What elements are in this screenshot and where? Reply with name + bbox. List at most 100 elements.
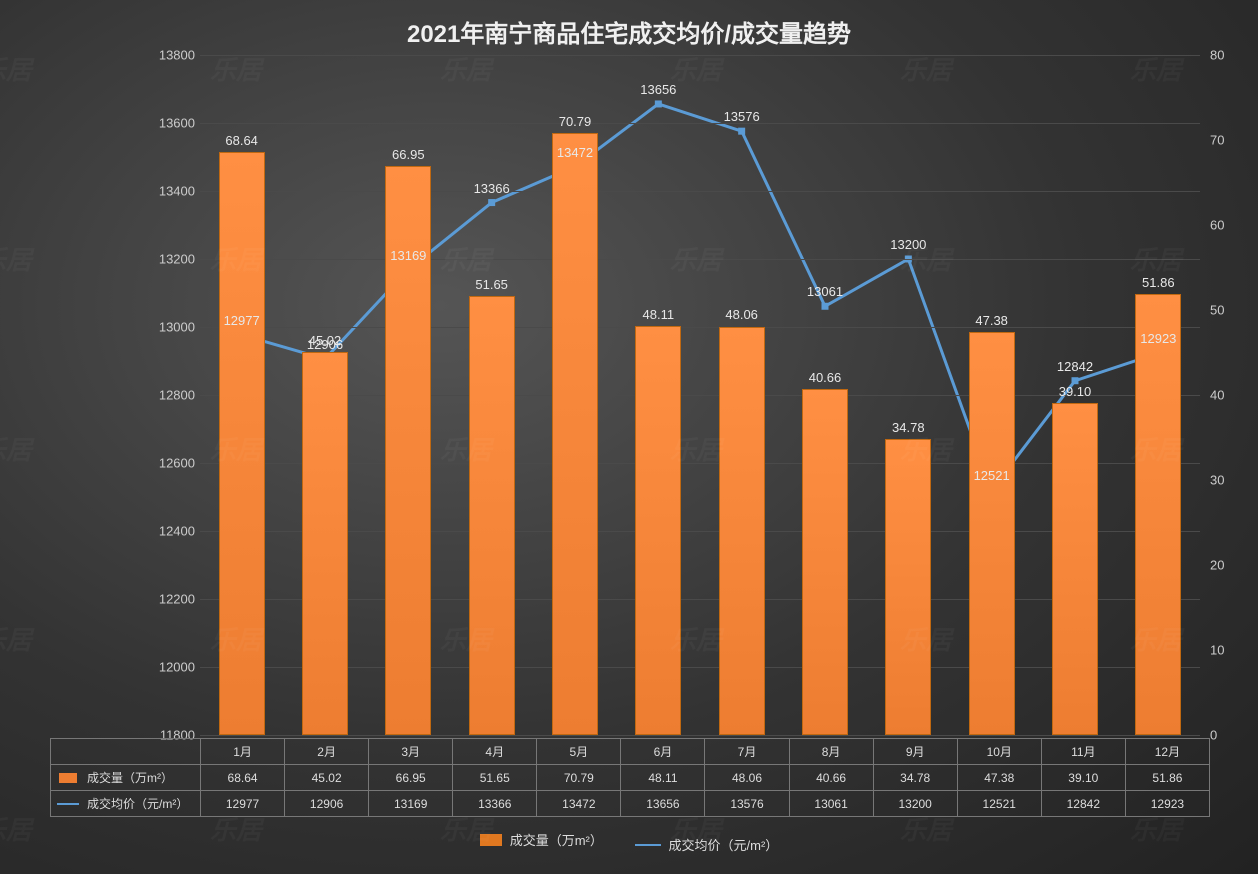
table-cell: 45.02 [285,765,369,791]
table-cell: 12521 [957,791,1041,817]
bar [552,133,598,735]
bar-value-label: 48.06 [725,307,758,322]
y-tick-left: 13000 [145,320,195,335]
table-cell: 39.10 [1041,765,1125,791]
legend-item-line: 成交均价（元/m²） [635,835,779,854]
y-tick-right: 0 [1210,728,1240,743]
y-tick-right: 40 [1210,388,1240,403]
gridline [200,667,1200,668]
table-col-header: 7月 [705,739,789,765]
line-marker [655,100,662,107]
legend-swatch-line [635,844,661,846]
y-tick-left: 12200 [145,592,195,607]
table-corner [51,739,201,765]
bar-value-label: 70.79 [559,114,592,129]
gridline [200,327,1200,328]
plot-area: 68.6445.0266.9551.6570.7948.1148.0640.66… [200,55,1200,735]
table-col-header: 4月 [453,739,537,765]
table-header-row: 1月2月3月4月5月6月7月8月9月10月11月12月 [51,739,1210,765]
bar [219,152,265,735]
y-tick-right: 20 [1210,558,1240,573]
data-table: 1月2月3月4月5月6月7月8月9月10月11月12月 成交量（万m²）68.6… [50,738,1210,817]
table-cell: 48.11 [621,765,705,791]
line-value-label: 12977 [224,313,260,328]
line-value-label: 13061 [807,284,843,299]
table-cell: 40.66 [789,765,873,791]
y-axis-left: 1180012000122001240012600128001300013200… [145,55,195,735]
table-cell: 13169 [369,791,453,817]
table-col-header: 11月 [1041,739,1125,765]
line-marker [822,303,829,310]
y-tick-right: 10 [1210,643,1240,658]
y-tick-left: 12000 [145,660,195,675]
line-marker [738,128,745,135]
table-col-header: 6月 [621,739,705,765]
line-value-label: 12842 [1057,359,1093,374]
y-tick-left: 13200 [145,252,195,267]
legend-label-line: 成交均价（元/m²） [669,835,779,854]
y-tick-right: 70 [1210,133,1240,148]
bar [969,332,1015,735]
gridline [200,599,1200,600]
table-cell: 13656 [621,791,705,817]
chart-title: 2021年南宁商品住宅成交均价/成交量趋势 [0,0,1258,49]
bar-swatch-icon [59,773,77,783]
bar [885,439,931,735]
legend-label-bar: 成交量（万m²） [510,830,603,849]
table-col-header: 3月 [369,739,453,765]
line-value-label: 13366 [474,181,510,196]
bar-value-label: 34.78 [892,420,925,435]
gridline [200,191,1200,192]
table-col-header: 9月 [873,739,957,765]
bar-value-label: 39.10 [1059,384,1092,399]
watermark: 乐居 [0,50,32,87]
line-value-label: 13656 [640,82,676,97]
bar [802,389,848,735]
table-cell: 12977 [201,791,285,817]
table-col-header: 8月 [789,739,873,765]
table-col-header: 2月 [285,739,369,765]
gridline [200,395,1200,396]
y-tick-left: 13400 [145,184,195,199]
watermark: 乐居 [0,430,32,467]
table-cell: 34.78 [873,765,957,791]
bar-value-label: 66.95 [392,147,425,162]
table-cell: 13576 [705,791,789,817]
y-tick-left: 13600 [145,116,195,131]
table-cell: 13472 [537,791,621,817]
watermark: 乐居 [0,240,32,277]
y-tick-right: 30 [1210,473,1240,488]
bar [719,327,765,736]
line-value-label: 12906 [307,337,343,352]
y-axis-right: 01020304050607080 [1210,55,1240,735]
line-value-label: 13472 [557,145,593,160]
table-cell: 13366 [453,791,537,817]
y-tick-right: 60 [1210,218,1240,233]
table-cell: 48.06 [705,765,789,791]
legend-swatch-bar [480,834,502,846]
legend-bottom: 成交量（万m²） 成交均价（元/m²） [0,830,1258,854]
table-cell: 13200 [873,791,957,817]
line-value-label: 13576 [724,109,760,124]
table-cell: 12923 [1125,791,1209,817]
bar-value-label: 48.11 [643,307,675,322]
line-value-label: 12521 [974,468,1010,483]
bar-value-label: 40.66 [809,370,842,385]
bar [302,352,348,735]
y-tick-right: 50 [1210,303,1240,318]
table-col-header: 10月 [957,739,1041,765]
gridline [200,55,1200,56]
bar [1052,403,1098,735]
gridline [200,735,1200,736]
y-tick-left: 12600 [145,456,195,471]
bar-value-label: 51.65 [475,277,508,292]
table-cell: 68.64 [201,765,285,791]
table-cell: 51.86 [1125,765,1209,791]
bar-value-label: 47.38 [975,313,1008,328]
gridline [200,463,1200,464]
y-tick-left: 13800 [145,48,195,63]
y-tick-left: 12800 [145,388,195,403]
line-swatch-icon [57,803,79,805]
table-col-header: 12月 [1125,739,1209,765]
bar [469,296,515,735]
